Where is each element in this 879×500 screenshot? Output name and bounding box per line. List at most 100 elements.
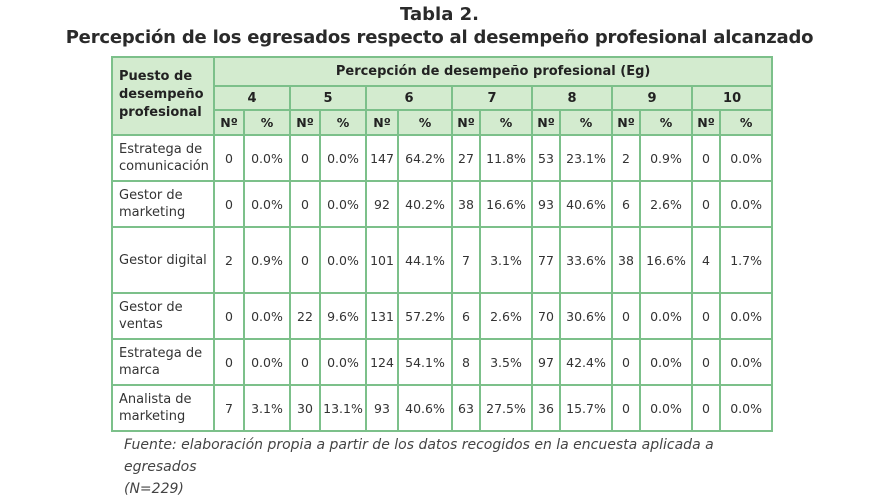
level-header-6: 6 [365, 85, 453, 111]
percent-cell: 0.0% [243, 180, 291, 228]
row-label: Estratega de comunicación [111, 134, 215, 182]
percent-cell: 16.6% [479, 180, 533, 228]
level-header-row: 4 5 6 7 8 9 10 [112, 85, 774, 111]
count-cell: 0 [289, 338, 321, 386]
subheader-n: Nº [611, 109, 641, 136]
percent-cell: 1.7% [718, 226, 774, 294]
level-header-8: 8 [531, 85, 613, 111]
row-label-line1: Estratega de [119, 346, 203, 361]
percent-cell: 2.6% [479, 292, 533, 340]
count-cell: 4 [691, 226, 721, 294]
row-label-line1: Gestor de [119, 300, 183, 315]
count-cell: 63 [451, 384, 481, 432]
row-label-line2: marketing [119, 409, 186, 424]
count-cell: 38 [611, 226, 641, 294]
table-body: Estratega de comunicación 0 0.0% 0 0.0% 147 64.… [111, 134, 774, 432]
percent-cell: 11.8% [479, 134, 533, 182]
percent-cell: 0.0% [243, 134, 291, 182]
count-cell: 36 [531, 384, 561, 432]
percent-cell: 3.1% [243, 384, 291, 432]
subheader-n: Nº [691, 109, 721, 136]
count-cell: 7 [451, 226, 481, 294]
count-cell: 53 [531, 134, 561, 182]
puesto-label-line1: Puesto de [119, 69, 193, 84]
puesto-label-line3: profesional [119, 105, 202, 120]
count-cell: 0 [213, 338, 245, 386]
count-cell: 22 [289, 292, 321, 340]
count-cell: 0 [611, 292, 641, 340]
row-label: Analista de marketing [111, 384, 215, 432]
count-cell: 0 [289, 180, 321, 228]
count-cell: 0 [289, 134, 321, 182]
table-row: Gestor de ventas 0 0.0% 22 9.6% 131 57.2% 6 2.6% 7… [111, 292, 774, 340]
subheader-pct: % [718, 109, 774, 136]
percent-cell: 0.0% [319, 134, 367, 182]
percent-cell: 0.0% [639, 292, 693, 340]
count-cell: 0 [213, 180, 245, 228]
percent-cell: 0.0% [718, 384, 774, 432]
percent-cell: 54.1% [397, 338, 453, 386]
percent-cell: 57.2% [397, 292, 453, 340]
count-cell: 0 [691, 180, 721, 228]
table-number: Tabla 2. [400, 4, 479, 25]
percent-cell: 0.9% [639, 134, 693, 182]
subheader-n: Nº [289, 109, 321, 136]
percent-cell: 0.0% [319, 180, 367, 228]
column-group-header: Percepción de desempeño profesional (Eg) [212, 56, 774, 87]
count-cell: 0 [213, 134, 245, 182]
row-label-line1: Gestor de [119, 188, 183, 203]
count-cell: 124 [365, 338, 399, 386]
count-cell: 38 [451, 180, 481, 228]
table-row: Gestor digital 2 0.9% 0 0.0% 101 44.1% 7 3.1% 77 3… [111, 226, 774, 294]
subheader-pct: % [397, 109, 453, 136]
row-label: Gestor de marketing [111, 180, 215, 228]
count-cell: 2 [611, 134, 641, 182]
count-cell: 131 [365, 292, 399, 340]
puesto-label-line2: desempeño [119, 87, 204, 102]
percent-cell: 0.0% [718, 134, 774, 182]
count-cell: 70 [531, 292, 561, 340]
count-cell: 0 [289, 226, 321, 294]
percent-cell: 40.6% [559, 180, 613, 228]
count-cell: 27 [451, 134, 481, 182]
level-header-4: 4 [213, 85, 291, 111]
table-title: Percepción de los egresados respecto al … [65, 27, 814, 48]
row-label: Estratega de marca [111, 338, 215, 386]
footnote-line1: Fuente: elaboración propia a partir de l… [124, 437, 714, 475]
percent-cell: 0.0% [319, 226, 367, 294]
subheader-row: Nº% Nº% Nº% Nº% Nº% Nº% Nº% [112, 109, 774, 136]
level-header-9: 9 [611, 85, 693, 111]
subheader-n: Nº [365, 109, 399, 136]
subheader-pct: % [559, 109, 613, 136]
level-header-7: 7 [451, 85, 533, 111]
percent-cell: 9.6% [319, 292, 367, 340]
subheader-n: Nº [531, 109, 561, 136]
percent-cell: 40.6% [397, 384, 453, 432]
table-row: Analista de marketing 7 3.1% 30 13.1% 93 40.6% 6… [111, 384, 774, 432]
percent-cell: 44.1% [397, 226, 453, 294]
percent-cell: 0.0% [319, 338, 367, 386]
count-cell: 7 [213, 384, 245, 432]
percent-cell: 13.1% [319, 384, 367, 432]
percent-cell: 0.0% [718, 338, 774, 386]
percent-cell: 0.0% [639, 338, 693, 386]
percent-cell: 0.0% [718, 292, 774, 340]
count-cell: 77 [531, 226, 561, 294]
row-label-line1: Gestor digital [119, 252, 207, 268]
count-cell: 93 [365, 384, 399, 432]
data-table: Puesto de desempeño profesional Percepci… [111, 56, 774, 432]
row-label: Gestor de ventas [111, 292, 215, 340]
percent-cell: 0.0% [243, 292, 291, 340]
subheader-pct: % [479, 109, 533, 136]
percent-cell: 3.1% [479, 226, 533, 294]
row-label-line1: Analista de [119, 392, 192, 407]
percent-cell: 64.2% [397, 134, 453, 182]
row-label-line1: Estratega de [119, 142, 203, 157]
count-cell: 0 [611, 384, 641, 432]
count-cell: 147 [365, 134, 399, 182]
percent-cell: 40.2% [397, 180, 453, 228]
row-label-line2: ventas [119, 317, 163, 332]
count-cell: 0 [691, 292, 721, 340]
percent-cell: 42.4% [559, 338, 613, 386]
level-header-10: 10 [690, 85, 774, 111]
